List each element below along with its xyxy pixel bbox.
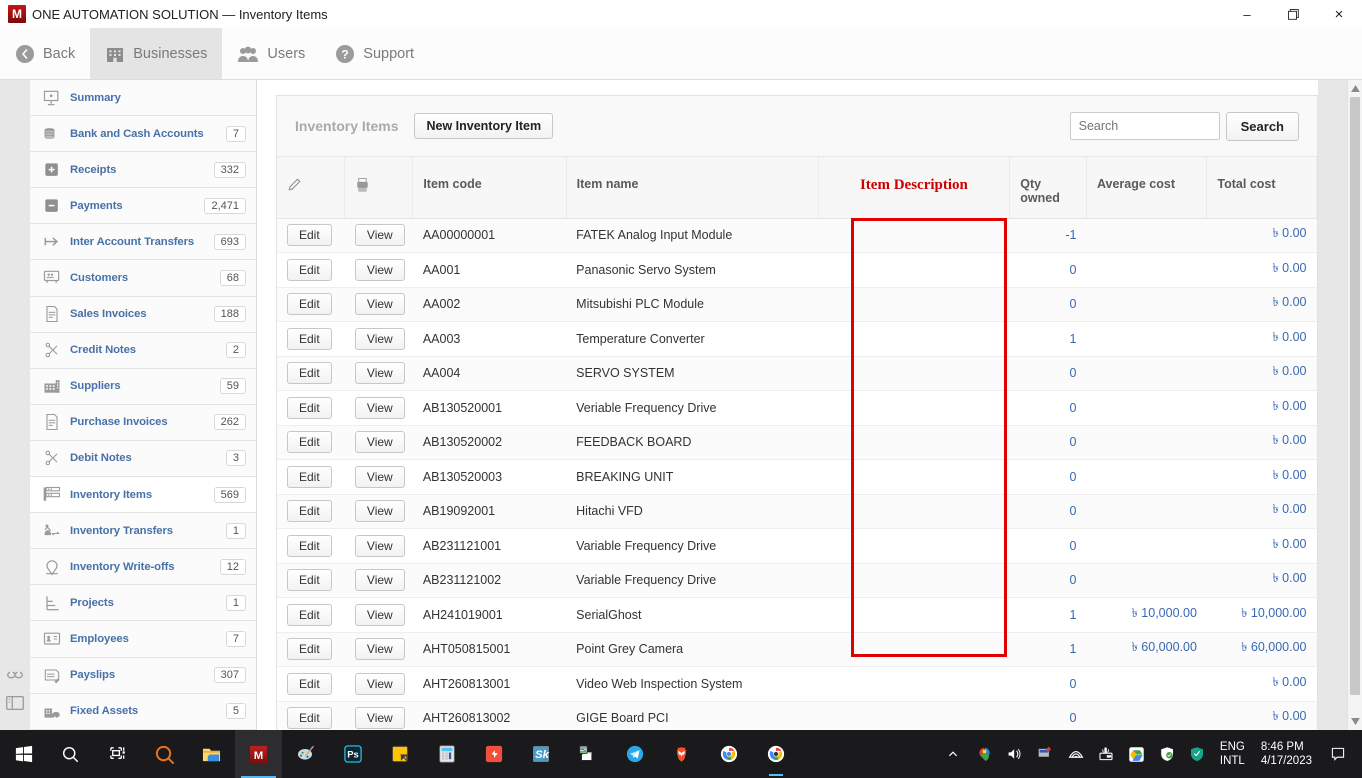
svg-text:Sk: Sk [535,749,550,761]
svg-text:Ps: Ps [347,750,359,761]
svg-text:M: M [254,749,264,761]
svg-text:?: ? [342,47,349,61]
